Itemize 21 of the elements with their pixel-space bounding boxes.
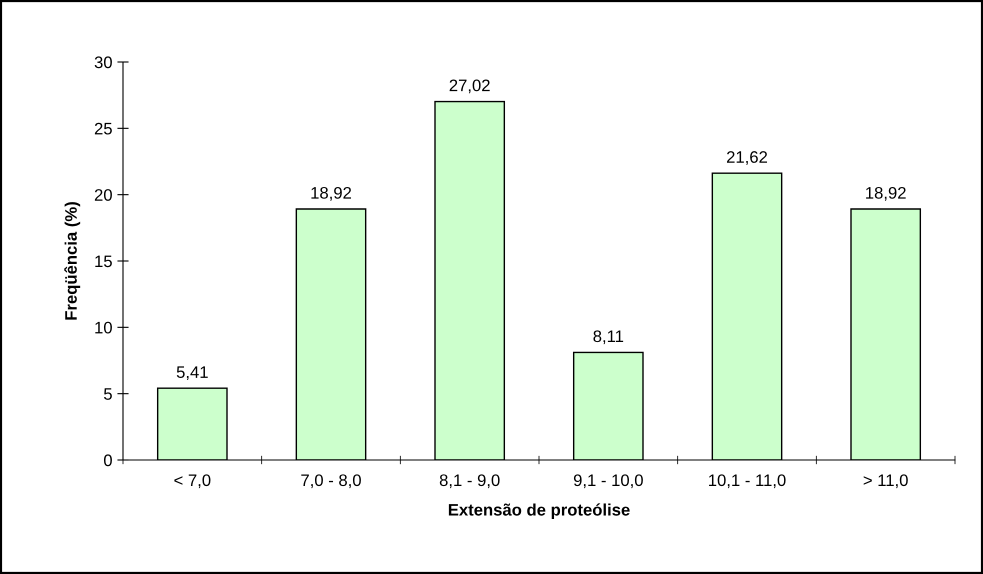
y-tick-label: 25: [94, 122, 112, 135]
y-tick-label: 10: [95, 322, 112, 334]
data-label: 8,11: [593, 330, 624, 344]
x-tick-label: 9,1 - 10,0: [574, 474, 643, 488]
x-tick-label: 8,1 - 9,0: [440, 474, 500, 488]
x-tick-label: 10,1 - 11,0: [709, 474, 786, 488]
x-tick-label: 7,0 - 8,0: [301, 474, 361, 488]
data-label: 5,41: [176, 366, 208, 380]
data-label: 27,02: [450, 79, 490, 94]
x-tick-label: < 7,0: [174, 474, 210, 488]
y-tick-label: 30: [94, 56, 112, 68]
data-label: 18,92: [866, 186, 906, 201]
y-tick-label: 5: [104, 388, 112, 400]
y-tick-label: 15: [95, 256, 112, 268]
x-axis-title: Extensão de proteólise: [448, 503, 630, 519]
data-label: 18,92: [311, 186, 352, 201]
y-axis-title: Freqüência (%): [64, 202, 80, 320]
y-tick-label: 0: [104, 454, 112, 466]
y-tick-label: 20: [94, 189, 112, 201]
x-tick-label: > 11,0: [864, 474, 908, 488]
data-label: 21,62: [726, 151, 768, 165]
